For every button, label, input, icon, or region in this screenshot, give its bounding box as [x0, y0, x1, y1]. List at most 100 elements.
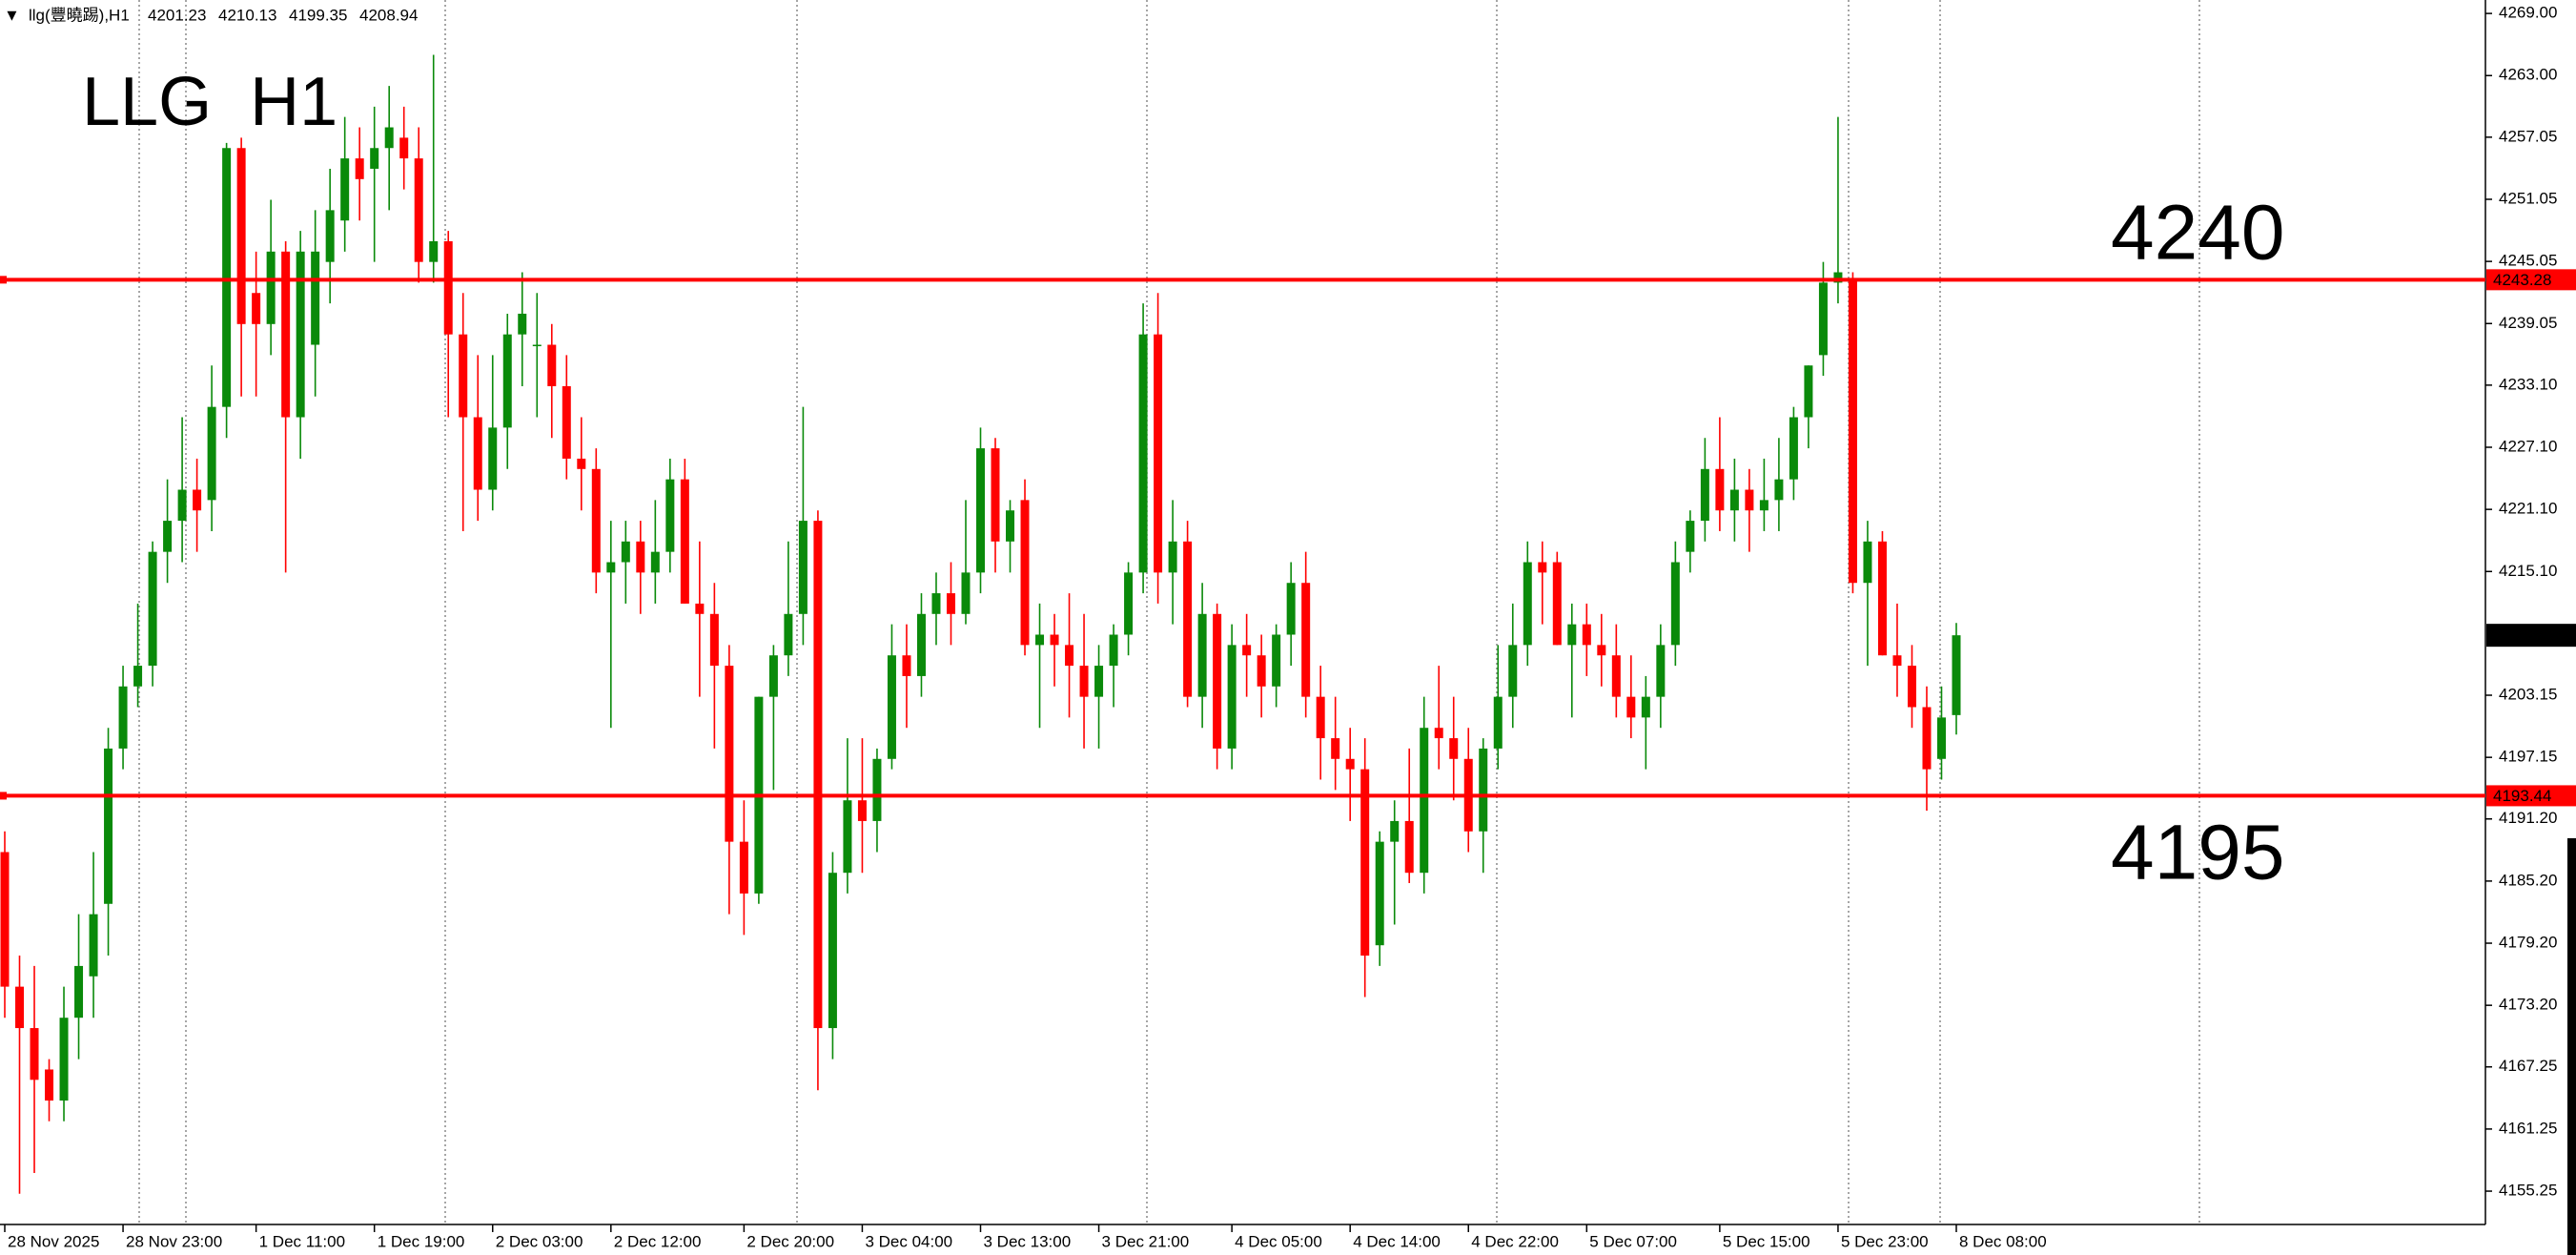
candle-body [104, 748, 113, 904]
candle-body [843, 800, 852, 874]
candle-body [1020, 500, 1030, 646]
candle-body [1715, 468, 1725, 511]
y-tick-label: 4227.10 [2499, 437, 2557, 455]
y-tick-label: 4203.15 [2499, 685, 2557, 703]
level-label-box [2486, 269, 2576, 291]
candle-body [872, 758, 882, 821]
x-tick-label: 2 Dec 03:00 [496, 1232, 583, 1250]
candle-body [370, 148, 379, 169]
candle-body [1272, 634, 1281, 687]
x-tick-label: 5 Dec 15:00 [1723, 1232, 1810, 1250]
x-tick-label: 4 Dec 22:00 [1471, 1232, 1559, 1250]
candle-body [828, 873, 837, 1029]
candle-body [1493, 696, 1503, 749]
candle-body [1390, 820, 1400, 842]
menu-arrow[interactable]: ▼ [4, 6, 20, 24]
candle-body [680, 479, 689, 604]
candle-body [1479, 748, 1488, 832]
y-tick-label: 4239.05 [2499, 314, 2557, 332]
candle-body [266, 251, 276, 324]
candle-body [1611, 655, 1621, 697]
y-tick-label: 4167.25 [2499, 1057, 2557, 1075]
candle-body [193, 489, 202, 511]
candle-body [89, 914, 98, 977]
candle-body [384, 127, 394, 149]
candle-body [355, 158, 364, 179]
candle-body [1626, 696, 1636, 718]
x-tick-label: 2 Dec 12:00 [614, 1232, 702, 1250]
candle-body [1729, 489, 1739, 511]
candle-body [591, 468, 601, 573]
candle-body [1907, 666, 1916, 708]
candle-body [429, 240, 439, 262]
x-tick-label: 3 Dec 21:00 [1102, 1232, 1190, 1250]
y-tick-label: 4215.10 [2499, 562, 2557, 580]
candle-body [1804, 365, 1813, 418]
candle-body [340, 158, 350, 221]
y-tick-label: 4263.00 [2499, 66, 2557, 84]
candle-body [1375, 841, 1384, 946]
candle-body [1404, 820, 1414, 874]
y-tick-label: 4173.20 [2499, 996, 2557, 1014]
candle-body [636, 541, 645, 573]
header-close: 4208.94 [359, 6, 418, 24]
candle-body [1065, 645, 1074, 667]
candle-body [1863, 541, 1872, 584]
candle-body [1168, 541, 1177, 573]
candle-body [1109, 634, 1118, 667]
y-tick-label: 4221.10 [2499, 500, 2557, 518]
candle-body [399, 137, 409, 159]
candle-body [1138, 334, 1148, 573]
y-tick-label: 4269.00 [2499, 4, 2557, 22]
candle-body [45, 1069, 54, 1101]
level-marker [0, 276, 7, 284]
y-tick-label: 4251.05 [2499, 189, 2557, 207]
candle-body [902, 655, 911, 676]
level-marker [0, 792, 7, 800]
candle-body [1952, 635, 1961, 715]
candle-body [148, 551, 157, 667]
candle-body [518, 313, 527, 335]
candle-body [1050, 634, 1059, 646]
candle-body [1774, 479, 1784, 501]
candle-body [296, 251, 305, 418]
candle-body [311, 251, 320, 345]
candle-body [15, 986, 25, 1029]
candle-body [1789, 417, 1798, 480]
candle-body [1700, 468, 1709, 522]
candle-body [709, 613, 719, 667]
candle-body [1686, 521, 1695, 552]
candle-body [325, 210, 335, 262]
candle-body [207, 406, 216, 501]
x-tick-label: 5 Dec 07:00 [1589, 1232, 1677, 1250]
candle-body [650, 551, 660, 573]
candle-body [1360, 769, 1370, 957]
header-low: 4199.35 [289, 6, 347, 24]
candle-body [532, 344, 542, 347]
candle-body [991, 448, 1000, 542]
candle-body [1006, 510, 1015, 542]
y-tick-label: 4155.25 [2499, 1182, 2557, 1200]
candle-body [1449, 738, 1459, 759]
candle-body [1877, 541, 1887, 656]
y-tick-label: 4197.15 [2499, 748, 2557, 766]
y-tick-label: 4233.10 [2499, 375, 2557, 393]
y-tick-label: 4161.25 [2499, 1119, 2557, 1137]
price-label: 4208.94 [2493, 627, 2551, 645]
candle-body [118, 686, 128, 749]
candle-body [931, 593, 941, 614]
annotation: 4240 [2111, 190, 2284, 277]
x-tick-label: 2 Dec 20:00 [746, 1232, 834, 1250]
candle-body [1286, 583, 1296, 635]
candle-body [1434, 728, 1443, 739]
chart-title: LLG H1 [82, 64, 337, 140]
header-high: 4210.13 [218, 6, 276, 24]
candle-body [798, 521, 808, 614]
candle-body [459, 334, 468, 418]
candle-body [74, 965, 84, 1018]
price-label-box [2486, 624, 2576, 648]
level-label: 4193.44 [2493, 787, 2551, 805]
candle-body [577, 458, 586, 469]
candle-body [1257, 655, 1266, 687]
